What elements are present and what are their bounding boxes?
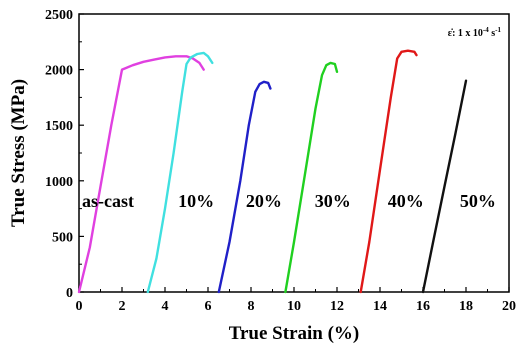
x-tick-label: 18 <box>459 299 473 314</box>
y-tick-label: 2000 <box>45 64 73 79</box>
y-tick-label: 500 <box>52 230 73 245</box>
x-tick-label: 20 <box>502 299 516 314</box>
y-tick-label: 2500 <box>45 8 73 23</box>
x-tick-label: 16 <box>416 299 430 314</box>
x-tick-label: 10 <box>287 299 301 314</box>
strain-rate-unit: s <box>489 28 496 39</box>
series-label: 10% <box>178 191 214 211</box>
y-axis-title: True Stress (MPa) <box>8 79 29 227</box>
x-axis-title: True Strain (%) <box>229 323 360 344</box>
series-label: 40% <box>388 191 424 211</box>
y-tick-label: 1500 <box>45 119 73 134</box>
axes <box>78 13 510 293</box>
y-ticks: 0 500 1000 1500 2000 2500 <box>45 8 84 301</box>
series-line-as-cast <box>77 55 205 294</box>
x-tick-label: 4 <box>162 299 169 314</box>
y-tick-label: 0 <box>66 286 73 301</box>
series-label: 50% <box>460 191 496 211</box>
series-line-50pct <box>421 79 468 294</box>
strain-rate-annotation: ε̇: 1 x 10-4 s-1 <box>448 26 502 39</box>
plot-frame <box>78 13 510 293</box>
strain-rate-prefix: ε̇: 1 x 10 <box>448 28 483 39</box>
series-label: 30% <box>315 191 351 211</box>
x-tick-label: 8 <box>248 299 255 314</box>
series-label: as-cast <box>82 191 134 211</box>
x-tick-label: 12 <box>330 299 344 314</box>
series-labels: as-cast 10% 20% 30% 40% 50% <box>82 191 496 211</box>
series-line-10pct <box>146 51 214 294</box>
x-tick-label: 0 <box>76 299 83 314</box>
series-label: 20% <box>246 191 282 211</box>
strain-rate-exponent: -4 <box>483 26 489 34</box>
x-tick-label: 2 <box>119 299 126 314</box>
series-group <box>77 49 468 294</box>
series-line-20pct <box>217 80 272 294</box>
series-line-30pct <box>284 61 339 294</box>
x-tick-label: 6 <box>205 299 212 314</box>
y-tick-label: 1000 <box>45 175 73 190</box>
x-tick-label: 14 <box>373 299 387 314</box>
x-ticks: 0 2 4 6 8 10 12 14 16 18 20 <box>76 287 516 314</box>
series-line-40pct <box>359 49 418 294</box>
strain-rate-unit-exponent: -1 <box>495 26 501 34</box>
